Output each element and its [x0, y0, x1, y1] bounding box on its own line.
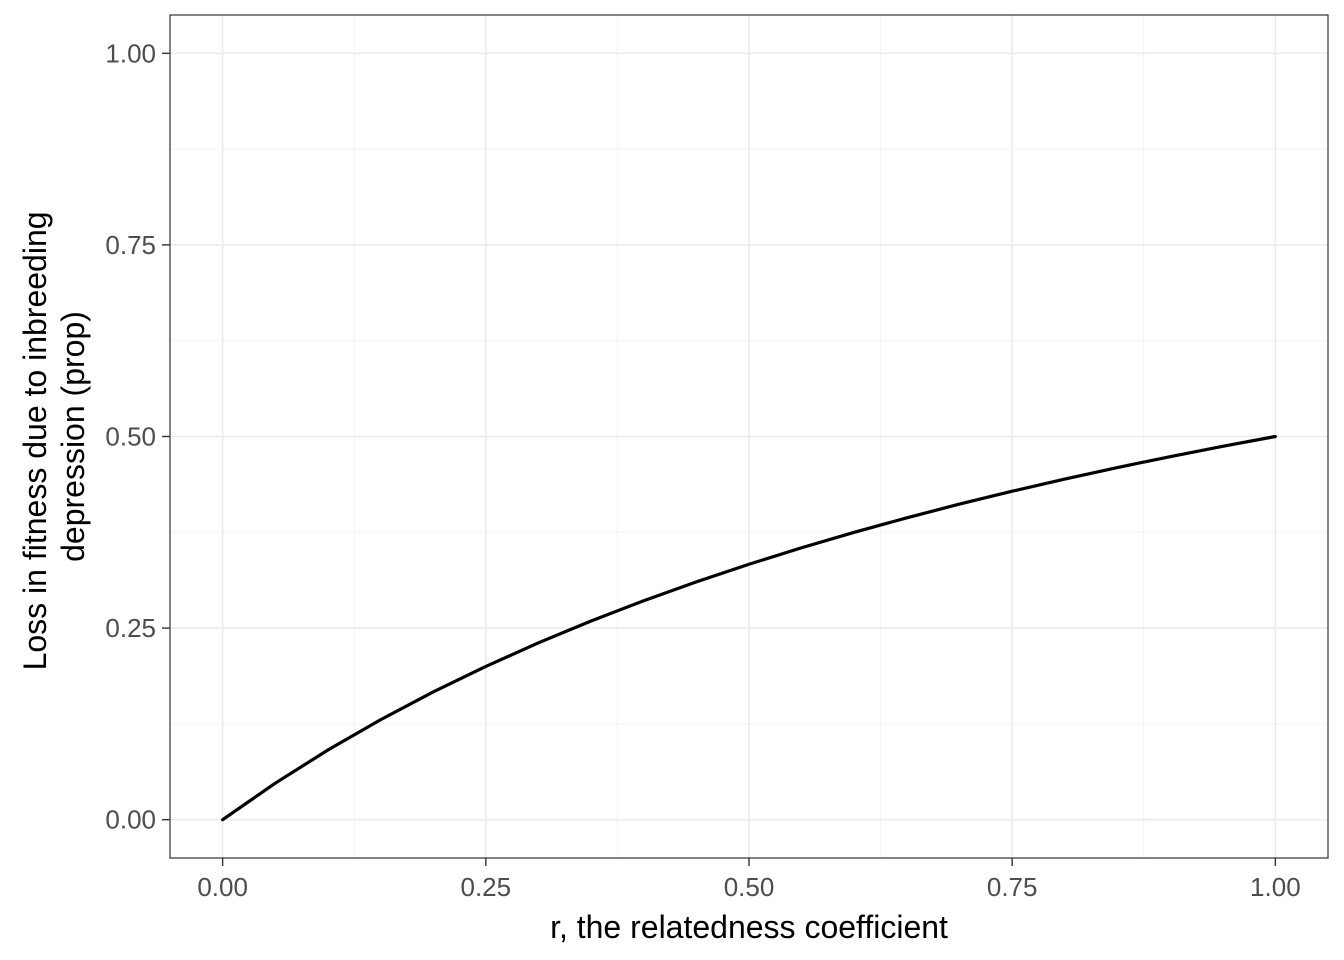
- series-layer: [221, 434, 1277, 822]
- y-tick-label: 0.00: [105, 805, 156, 835]
- y-axis-title-line-2: depression (prop): [55, 311, 91, 562]
- y-tick-label: 0.50: [105, 422, 156, 452]
- y-axis-title: Loss in fitness due to inbreeding depres…: [17, 203, 91, 671]
- x-axis-title: r, the relatedness coefficient: [550, 909, 948, 945]
- x-axis: 0.00 0.25 0.50 0.75 1.00: [197, 858, 1301, 902]
- x-tick-label: 1.00: [1250, 872, 1301, 902]
- y-tick-label: 0.75: [105, 230, 156, 260]
- x-tick-label: 0.25: [461, 872, 512, 902]
- y-tick-label: 1.00: [105, 38, 156, 68]
- series-line: [221, 434, 1277, 822]
- y-axis: 0.00 0.25 0.50 0.75 1.00: [105, 38, 170, 835]
- y-tick-label: 0.25: [105, 613, 156, 643]
- x-tick-label: 0.75: [987, 872, 1038, 902]
- x-tick-label: 0.50: [724, 872, 775, 902]
- y-axis-title-line-1: Loss in fitness due to inbreeding: [17, 211, 53, 670]
- x-tick-label: 0.00: [197, 872, 248, 902]
